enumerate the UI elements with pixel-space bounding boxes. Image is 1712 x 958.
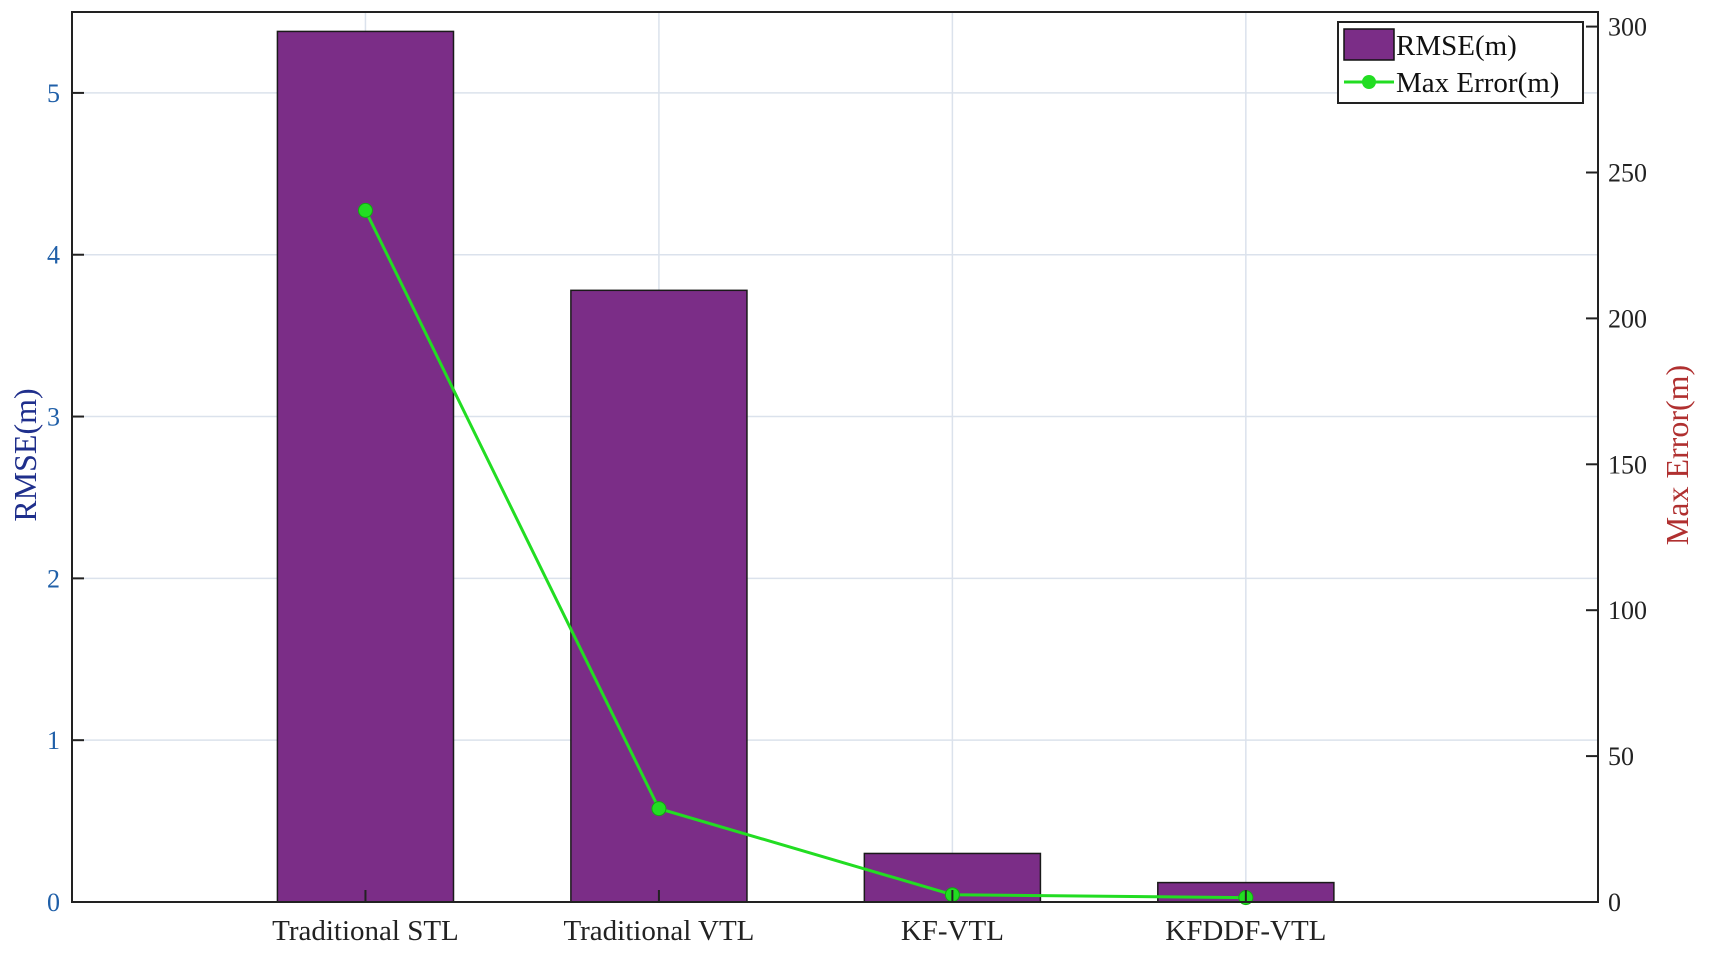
axis-labels: RMSE(m) Max Error(m): [7, 365, 1695, 545]
max-error-line: [357, 202, 1254, 906]
y-tick-label: 4: [47, 241, 60, 270]
data-point: [651, 801, 667, 817]
x-tick-label: Traditional STL: [272, 915, 459, 947]
y2-tick-label: 50: [1608, 742, 1634, 771]
data-point: [357, 202, 373, 218]
series-line: [364, 209, 1246, 900]
y-tick-label: 1: [47, 726, 60, 755]
y2-tick-label: 300: [1608, 13, 1647, 42]
y2-tick-label: 150: [1608, 450, 1647, 479]
y-tick-label: 5: [47, 79, 60, 108]
legend-max-error-label: Max Error(m): [1396, 67, 1559, 99]
y2-tick-label: 250: [1608, 158, 1647, 187]
x-tick-label: KF-VTL: [901, 915, 1004, 947]
legend-rmse-label: RMSE(m): [1396, 30, 1517, 62]
legend-rmse-swatch: [1343, 28, 1395, 61]
plot-frame: [71, 11, 1599, 903]
y2-tick-label: 0: [1608, 888, 1621, 917]
bars: [276, 30, 1335, 903]
y-tick-label: 2: [47, 564, 60, 593]
legend-max-error-marker: [1362, 75, 1376, 89]
y-tick-label: 3: [47, 403, 60, 432]
y2-tick-label: 200: [1608, 304, 1647, 333]
x-tick-label: KFDDF-VTL: [1165, 915, 1326, 947]
y2-axis-title: Max Error(m): [1659, 365, 1695, 545]
bar: [276, 30, 455, 903]
x-tick-label: Traditional VTL: [563, 915, 754, 947]
y-axis-title: RMSE(m): [7, 388, 43, 521]
y-tick-label: 0: [47, 888, 60, 917]
bar: [570, 289, 748, 903]
y2-tick-label: 100: [1608, 596, 1647, 625]
legend: RMSE(m) Max Error(m): [1337, 21, 1584, 104]
